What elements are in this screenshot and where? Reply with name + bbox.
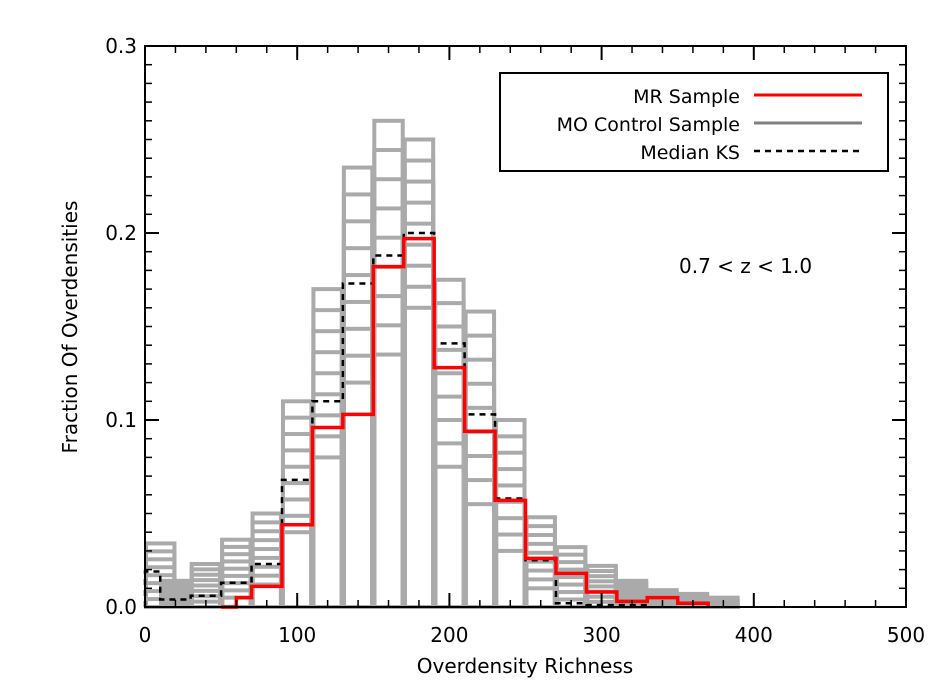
y-tick-label: 0.1	[105, 408, 137, 432]
mo-control-bar	[463, 333, 497, 609]
legend-label-median-ks: Median KS	[640, 142, 740, 164]
mo-control-bar	[463, 309, 497, 609]
x-tick-label: 400	[735, 623, 773, 647]
mo-control-bar	[494, 516, 527, 609]
mo-control-bar	[463, 381, 497, 609]
mr-sample-line	[221, 236, 710, 609]
mo-control-bar	[280, 464, 314, 609]
mo-control-bar	[402, 221, 436, 609]
mo-control-bin	[341, 165, 375, 610]
mo-control-bar	[341, 299, 375, 609]
mo-control-bar	[494, 467, 527, 609]
mo-control-bar	[402, 200, 436, 610]
legend: MR Sample MO Control Sample Median KS	[499, 72, 889, 172]
mo-control-bar	[311, 371, 344, 609]
mo-control-bar	[463, 357, 497, 609]
y-tick-label: 0.0	[105, 595, 137, 619]
mo-control-bar	[341, 326, 375, 609]
mo-control-bar	[341, 165, 375, 610]
legend-label-mo-control: MO Control Sample	[557, 114, 740, 136]
mo-control-bar	[402, 242, 436, 609]
mo-control-bin	[433, 277, 466, 609]
mo-control-bar	[372, 148, 405, 610]
mo-control-bar	[372, 177, 405, 610]
mo-control-bar	[463, 405, 497, 609]
mo-control-bar	[494, 532, 527, 609]
x-tick-label: 500	[887, 623, 925, 647]
mo-control-bar	[524, 524, 557, 609]
mo-control-bar	[402, 158, 436, 609]
mo-control-bar	[372, 264, 405, 609]
mo-control-bar	[341, 273, 375, 609]
mo-control-bar	[494, 418, 527, 609]
mo-control-bar	[250, 511, 283, 609]
mo-control-bin	[311, 287, 344, 610]
mo-control-bar	[280, 481, 314, 609]
mo-control-bar	[341, 380, 375, 609]
mo-control-bar	[341, 192, 375, 609]
x-tick-label: 200	[430, 623, 468, 647]
mo-control-bar	[280, 432, 314, 609]
mo-control-bar	[372, 294, 405, 609]
mo-control-bin	[402, 137, 436, 610]
mo-control-bar	[433, 464, 466, 609]
x-tick-label: 300	[583, 623, 621, 647]
mo-control-bar	[311, 455, 344, 609]
mo-control-bar	[311, 413, 344, 610]
mo-control-bar	[280, 448, 314, 610]
x-axis-title: Overdensity Richness	[417, 654, 633, 678]
mo-control-bar	[433, 394, 466, 609]
mo-control-bar	[463, 429, 497, 610]
x-tick-label: 100	[278, 623, 316, 647]
mo-control-bin	[554, 545, 588, 610]
mo-control-bar	[402, 305, 436, 609]
mo-control-bar	[280, 415, 314, 609]
mo-control-bar	[433, 371, 466, 609]
y-tick-label: 0.3	[105, 34, 137, 58]
mo-control-bar	[494, 450, 527, 609]
mo-control-bar	[311, 287, 344, 609]
mo-control-bin	[524, 515, 557, 610]
mo-control-bar	[494, 434, 527, 609]
legend-label-mr-sample: MR Sample	[633, 86, 740, 108]
mo-control-bar	[372, 352, 405, 609]
mo-control-bar	[433, 347, 466, 609]
axes-layer: 0 100 200 300 400 500 0.0 0.1 0.2 0.3	[105, 34, 925, 647]
mo-control-bin	[280, 399, 314, 610]
mo-control-bar	[372, 118, 405, 610]
series-layer	[143, 231, 710, 609]
mo-control-bar	[463, 478, 497, 610]
x-tick-label: 0	[139, 623, 152, 647]
mo-control-bar	[402, 137, 436, 609]
mo-control-bin	[372, 118, 405, 610]
y-axis-title: Fraction Of Overdensities	[58, 201, 82, 454]
mo-control-bin	[463, 309, 497, 610]
mo-control-bar	[311, 434, 344, 609]
mo-control-bar	[311, 350, 344, 609]
mo-control-bar	[463, 502, 497, 609]
mo-control-bar	[372, 323, 405, 609]
mo-control-sample-band	[144, 118, 740, 610]
y-tick-label: 0.2	[105, 221, 137, 245]
mo-control-bin	[494, 418, 527, 610]
mo-control-bar	[433, 418, 466, 609]
mo-control-bar	[250, 529, 283, 610]
mo-control-bar	[372, 235, 405, 610]
mo-control-bin	[250, 511, 283, 610]
mo-control-bar	[494, 548, 527, 610]
mo-control-bar	[341, 353, 375, 609]
redshift-annotation: 0.7 < z < 1.0	[679, 254, 812, 278]
mo-control-bar	[402, 284, 436, 609]
mo-control-bar	[402, 263, 436, 609]
